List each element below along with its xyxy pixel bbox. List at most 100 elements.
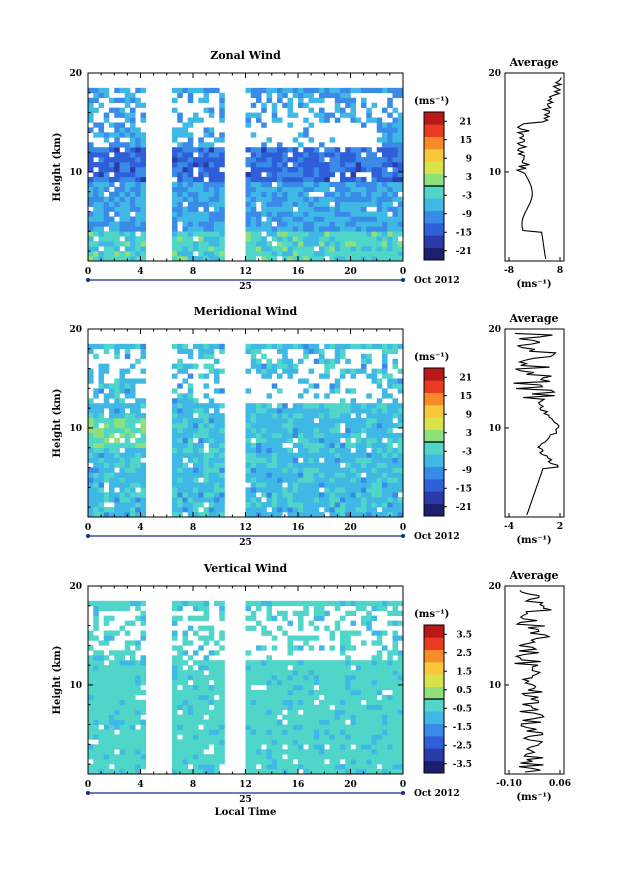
heatmap-cell [177,117,183,123]
heatmap-cell [177,442,183,449]
heatmap-cell [114,699,120,706]
heatmap-cell [198,497,204,503]
heatmap-cell [124,226,131,232]
heatmap-cell [261,437,267,444]
heatmap-cell [198,502,204,508]
heatmap-cell [371,482,378,488]
heatmap-cell [187,512,194,518]
heatmap-cell [98,684,105,691]
heatmap-cell [282,206,288,212]
heatmap-cell [334,759,341,765]
heatmap-cell [266,246,273,252]
heatmap-cell [177,714,183,720]
heatmap-cell [319,251,325,257]
heatmap-cell [266,437,273,444]
heatmap-cell [88,211,94,217]
heatmap-cell [130,226,136,232]
heatmap-cell [308,467,315,473]
heatmap-cell [334,704,341,710]
heatmap-cell [324,176,330,183]
heatmap-cell [298,447,304,453]
heatmap-cell [355,739,362,745]
heatmap-cell [182,191,189,197]
heatmap-cell [124,660,131,666]
heatmap-cell [93,181,99,188]
heatmap-cell [303,423,309,429]
heatmap-cell [135,132,141,138]
heatmap-cell [208,398,215,404]
heatmap-cell [219,147,225,153]
heatmap-cell [182,660,189,666]
heatmap-cell [361,507,367,513]
heatmap-cell [355,221,362,227]
heatmap-cell [214,437,220,444]
heatmap-cell [187,137,194,143]
heatmap-cell [193,699,199,706]
heatmap-cell [124,181,131,188]
heatmap-cell [88,749,94,755]
timeline-end-marker [401,791,405,795]
heatmap-cell [345,684,351,691]
heatmap-cell [114,127,120,133]
heatmap-cell [345,368,351,374]
heatmap-cell [397,635,404,641]
heatmap-cell [319,680,325,686]
heatmap-cell [308,251,315,257]
heatmap-cell [266,221,273,227]
heatmap-cell [355,502,362,508]
heatmap-cell [124,492,131,498]
heatmap-cell [334,423,341,429]
heatmap-cell [329,764,336,770]
heatmap-cell [177,482,183,488]
heatmap-cell [198,739,204,745]
heatmap-cell [219,729,225,735]
heatmap-cell [135,764,141,770]
heatmap-cell [345,714,351,720]
heatmap-cell [345,256,351,262]
heatmap-cell [282,437,288,444]
heatmap-cell [135,216,141,222]
heatmap-cell [182,427,189,434]
heatmap-cell [98,413,105,419]
heatmap-cell [313,689,320,696]
heatmap-cell [376,714,383,720]
heatmap-cell [319,744,325,750]
heatmap-cell [387,171,393,178]
heatmap-cell [182,472,189,478]
heatmap-cell [350,492,357,498]
heatmap-cell [250,675,257,681]
heatmap-cell [187,497,194,503]
heatmap-cell [397,206,404,212]
heatmap-cell [245,467,252,473]
heatmap-cell [329,226,336,232]
heatmap-cell [261,680,267,686]
heatmap-cell [109,343,115,350]
heatmap-cell [282,630,288,636]
heatmap-cell [93,231,99,237]
heatmap-cell [397,704,404,710]
heatmap-cell [245,256,252,262]
heatmap-cell [208,487,215,493]
heatmap-cell [198,467,204,473]
heatmap-cell [397,452,404,458]
heatmap-cell [387,132,393,138]
heatmap-cell [277,472,283,478]
heatmap-cell [319,403,325,409]
heatmap-cell [124,201,131,207]
heatmap-cell [392,408,399,414]
heatmap-cell [392,137,399,143]
heatmap-cell [308,759,315,765]
heatmap-cell [324,87,330,94]
heatmap-cell [313,507,320,513]
heatmap-cell [172,216,178,222]
heatmap-cell [182,403,189,409]
heatmap-cell [329,418,336,424]
heatmap-cell [334,502,341,508]
heatmap-cell [245,157,252,163]
heatmap-cell [287,186,294,193]
heatmap-cell [387,709,393,715]
heatmap-cell [256,251,262,257]
heatmap-cell [298,729,304,735]
heatmap-cell [340,719,346,725]
heatmap-cell [271,423,278,429]
